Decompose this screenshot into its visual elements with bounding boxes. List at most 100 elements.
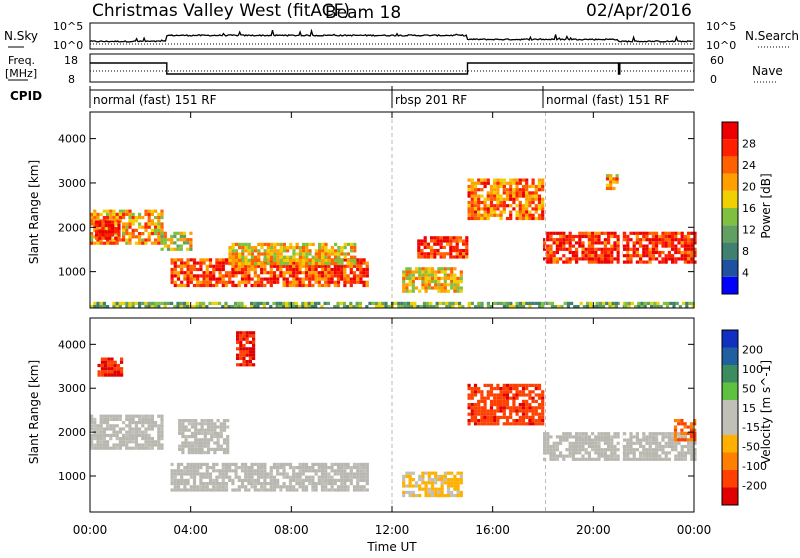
power-cell bbox=[170, 274, 174, 278]
power-cell bbox=[302, 262, 306, 266]
power-cell bbox=[642, 260, 646, 264]
power-cell bbox=[645, 238, 649, 242]
velocity-cell bbox=[655, 454, 659, 458]
velocity-cell bbox=[607, 441, 611, 445]
velocity-cell bbox=[102, 414, 106, 418]
power-cell bbox=[571, 257, 575, 261]
power-cell bbox=[173, 283, 177, 288]
power-cell bbox=[486, 207, 490, 211]
velocity-cell bbox=[578, 441, 582, 445]
power-cell bbox=[430, 255, 434, 259]
power-cell bbox=[411, 276, 415, 280]
power-cell bbox=[202, 280, 206, 284]
velocity-cell bbox=[200, 428, 204, 432]
power-cell bbox=[594, 250, 598, 255]
power-cell bbox=[543, 247, 547, 251]
colorbar-tick-label: -200 bbox=[742, 480, 767, 493]
power-cell bbox=[154, 305, 158, 309]
power-cell bbox=[340, 271, 344, 275]
power-cell bbox=[292, 267, 296, 272]
velocity-cell bbox=[240, 469, 245, 473]
power-cell bbox=[541, 305, 545, 309]
power-cell bbox=[609, 180, 613, 184]
power-cell bbox=[411, 286, 415, 290]
velocity-cell bbox=[446, 487, 451, 491]
velocity-cell bbox=[473, 406, 478, 410]
x-tick-label: 00:00 bbox=[73, 523, 108, 537]
power-cell bbox=[186, 241, 190, 245]
power-cell bbox=[422, 301, 426, 305]
power-cell bbox=[467, 200, 471, 205]
power-cell bbox=[104, 236, 108, 240]
power-cell bbox=[616, 241, 620, 245]
power-cell bbox=[467, 210, 471, 214]
velocity-cell bbox=[244, 478, 248, 482]
velocity-cell bbox=[190, 419, 195, 423]
velocity-cell bbox=[626, 444, 630, 449]
velocity-cell bbox=[518, 419, 522, 423]
velocity-cell bbox=[693, 451, 697, 455]
velocity-cell bbox=[459, 481, 463, 485]
power-cell bbox=[402, 270, 406, 274]
velocity-cell bbox=[115, 430, 119, 434]
power-cell bbox=[238, 258, 242, 262]
velocity-cell bbox=[493, 409, 497, 413]
power-cell bbox=[552, 257, 556, 261]
velocity-cell bbox=[212, 485, 216, 489]
power-cell bbox=[122, 216, 126, 220]
power-cell bbox=[304, 264, 309, 268]
velocity-cell bbox=[443, 478, 447, 482]
velocity-cell bbox=[473, 390, 478, 394]
velocity-cell bbox=[102, 437, 106, 441]
velocity-cell bbox=[107, 357, 111, 361]
power-cell bbox=[666, 305, 670, 309]
power-cell bbox=[603, 244, 607, 248]
power-cell bbox=[467, 204, 471, 208]
velocity-cell bbox=[446, 490, 451, 494]
velocity-cell bbox=[131, 427, 135, 431]
power-cell bbox=[541, 216, 545, 221]
velocity-cell bbox=[226, 447, 230, 451]
velocity-cell bbox=[352, 485, 357, 489]
power-cell bbox=[528, 213, 532, 217]
velocity-cell bbox=[196, 469, 200, 473]
power-cell bbox=[215, 283, 219, 288]
velocity-cell bbox=[408, 490, 412, 494]
velocity-cell bbox=[96, 430, 100, 434]
velocity-cell bbox=[186, 488, 190, 492]
velocity-cell bbox=[245, 340, 249, 344]
power-cell bbox=[518, 301, 522, 305]
power-cell bbox=[308, 258, 312, 262]
power-cell bbox=[661, 241, 665, 245]
power-cell bbox=[138, 212, 142, 216]
power-cell bbox=[473, 184, 478, 189]
velocity-cell bbox=[537, 422, 542, 426]
velocity-cell bbox=[128, 424, 132, 428]
power-cell bbox=[446, 239, 450, 243]
power-cell bbox=[568, 260, 572, 264]
power-cell bbox=[450, 273, 454, 277]
power-cell bbox=[559, 231, 563, 235]
power-cell bbox=[99, 212, 103, 216]
power-cell bbox=[93, 219, 97, 223]
velocity-cell bbox=[518, 393, 522, 397]
velocity-cell bbox=[138, 427, 142, 431]
velocity-cell bbox=[521, 403, 526, 407]
velocity-cell bbox=[343, 482, 347, 486]
velocity-cell bbox=[645, 448, 649, 452]
power-cell bbox=[525, 216, 529, 221]
velocity-cell bbox=[528, 406, 532, 410]
power-cell bbox=[231, 262, 235, 266]
power-cell bbox=[534, 188, 538, 192]
power-cell bbox=[648, 254, 652, 258]
velocity-cell bbox=[110, 357, 114, 361]
power-cell bbox=[515, 301, 519, 305]
velocity-cell bbox=[549, 444, 553, 449]
velocity-cell bbox=[480, 390, 484, 394]
velocity-cell bbox=[180, 462, 184, 466]
power-cell bbox=[575, 260, 579, 264]
velocity-cell bbox=[102, 421, 106, 425]
velocity-cell bbox=[183, 478, 187, 482]
power-cell bbox=[95, 230, 99, 234]
velocity-cell bbox=[518, 422, 522, 426]
